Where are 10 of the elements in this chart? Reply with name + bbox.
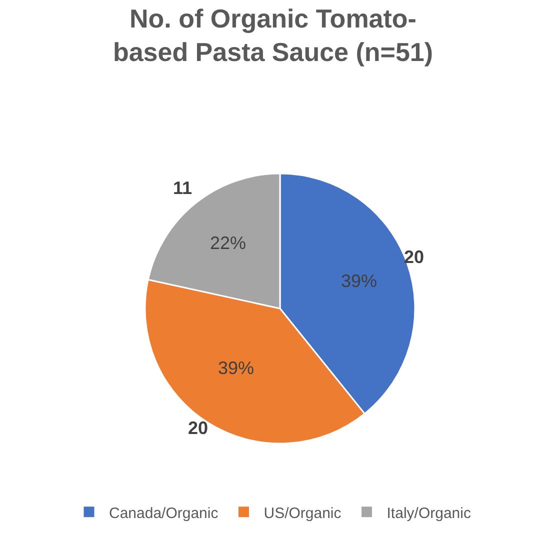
text: 22% — [210, 233, 246, 253]
text: 39% — [341, 271, 378, 291]
data-label: 11 — [173, 178, 192, 198]
legend-label: Italy/Organic — [386, 504, 472, 522]
legend-label: Canada/Organic — [109, 504, 219, 522]
data-label: 20 — [404, 247, 424, 267]
text: 39% — [218, 358, 254, 378]
chart-title: No. of Organic Tomato- based Pasta Sauce (n=51) — [112, 3, 434, 68]
legend-label: US/Organic — [264, 504, 342, 522]
data-label: 20 — [188, 418, 208, 438]
